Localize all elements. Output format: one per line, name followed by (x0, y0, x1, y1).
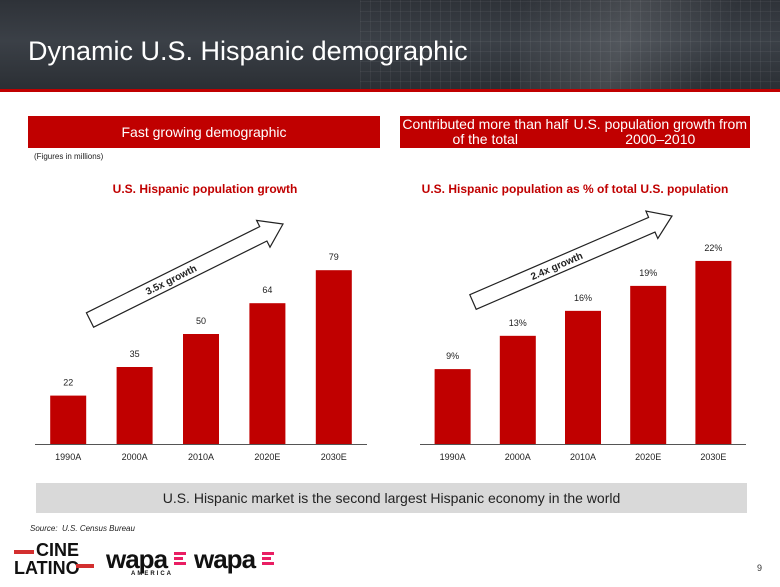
page-number: 9 (757, 563, 763, 573)
source-text: U.S. Census Bureau (62, 524, 135, 533)
chart-0-bar-1 (116, 367, 153, 444)
right-banner-line-2: U.S. population growth from 2000–2010 (573, 116, 747, 147)
right-banner: Contributed more than half of the total … (400, 116, 750, 148)
chart-0-value-label-3: 64 (262, 285, 272, 295)
chart-1-value-label-4: 22% (704, 243, 722, 253)
source-note: Source: U.S. Census Bureau (30, 524, 135, 533)
chart-1-value-label-0: 9% (446, 351, 459, 361)
chart-0-category-label-1: 2000A (122, 452, 148, 462)
chart-1-value-label-2: 16% (574, 293, 592, 303)
cinelatino-accent-top (14, 550, 34, 554)
chart-1-category-label-4: 2030E (700, 452, 726, 462)
wapa-america-mark-icon (174, 552, 186, 566)
figures-note: (Figures in millions) (34, 152, 104, 161)
wapa-america-logo: wapa (106, 544, 168, 574)
chart-0-growth-arrow-icon (85, 219, 284, 329)
cinelatino-accent-bottom (76, 564, 94, 568)
right-chart-title: U.S. Hispanic population as % of total U… (421, 182, 729, 196)
slide-header: Dynamic U.S. Hispanic demographic (0, 0, 780, 92)
cinelatino-logo: CINE LATINO (14, 540, 96, 580)
chart-0-category-label-0: 1990A (55, 452, 81, 462)
chart-1-growth-arrow-icon (469, 210, 673, 311)
header-shine (520, 0, 780, 92)
header-divider (0, 89, 780, 92)
wapa-mark-icon (262, 552, 274, 566)
chart-1-bar-4 (695, 260, 732, 444)
wapa-america-sub: AMERICA (131, 571, 173, 577)
bottom-banner: U.S. Hispanic market is the second large… (36, 483, 747, 513)
chart-0-category-label-2: 2010A (188, 452, 214, 462)
left-chart-title: U.S. Hispanic population growth (112, 182, 298, 196)
left-banner: Fast growing demographic (28, 116, 380, 148)
chart-1-bar-0 (434, 369, 471, 444)
chart-1-bar-2 (565, 310, 601, 444)
chart-0-value-label-1: 35 (130, 349, 140, 359)
cinelatino-logo-line-1: CINE (36, 540, 80, 560)
chart-0-bar-4 (315, 270, 352, 444)
chart-0-bar-2 (183, 334, 219, 444)
chart-1-bar-3 (630, 285, 667, 444)
page-title: Dynamic U.S. Hispanic demographic (28, 36, 468, 66)
cinelatino-logo-line-2: LATINO (14, 558, 80, 578)
wapa-logo: wapa (194, 544, 256, 574)
chart-0-value-label-0: 22 (63, 378, 73, 388)
right-banner-line-1: Contributed more than half of the total (402, 116, 569, 147)
chart-1-bar-1 (499, 335, 536, 444)
header-texture (360, 0, 780, 92)
source-label: Source: (30, 524, 58, 533)
chart-1-category-label-1: 2000A (505, 452, 531, 462)
chart-0-category-label-4: 2030E (321, 452, 347, 462)
chart-0-category-label-3: 2020E (254, 452, 280, 462)
logo-strip: CINE LATINO wapa AMERICA wapa (14, 540, 314, 580)
chart-1-value-label-3: 19% (639, 268, 657, 278)
chart-0-value-label-2: 50 (196, 316, 206, 326)
chart-0-bar-0 (50, 395, 87, 444)
chart-0-bar-3 (249, 303, 286, 444)
chart-1-category-label-0: 1990A (440, 452, 466, 462)
chart-1-category-label-3: 2020E (635, 452, 661, 462)
chart-1-category-label-2: 2010A (570, 452, 596, 462)
chart-0-value-label-4: 79 (329, 252, 339, 262)
chart-1-value-label-1: 13% (509, 318, 527, 328)
